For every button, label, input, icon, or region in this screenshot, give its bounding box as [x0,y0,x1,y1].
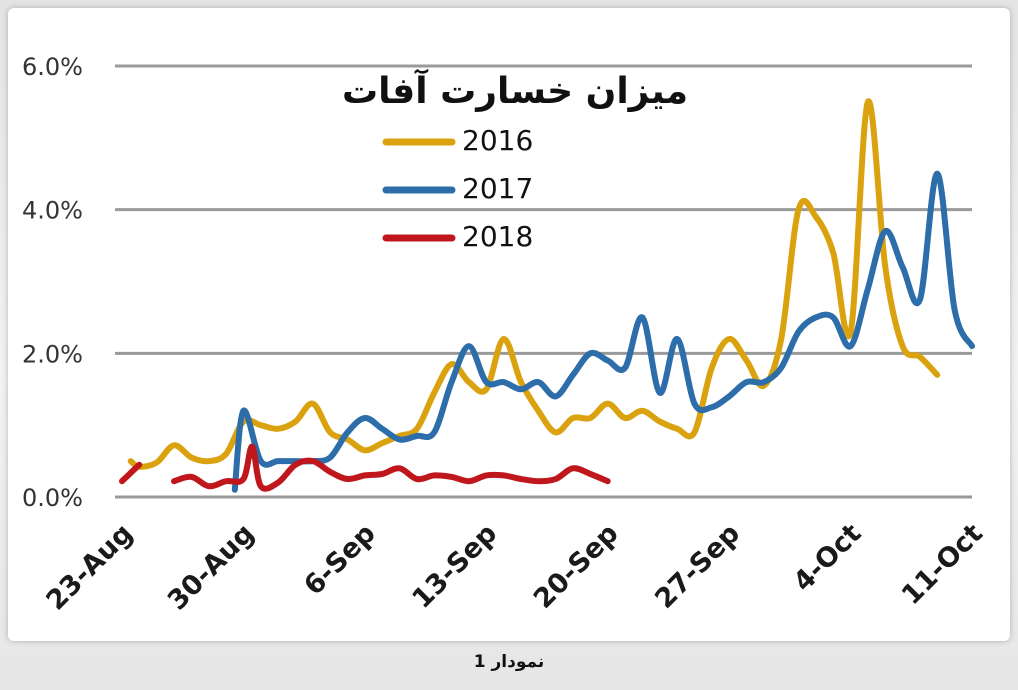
x-tick-label: 6-Sep [298,518,381,601]
legend-label-2017: 2017 [462,172,533,205]
series-line-2018 [119,461,143,485]
legend: 2016 2017 2018 [382,124,533,253]
x-tick-label: 27-Sep [649,518,746,615]
x-tick-label: 4-Oct [788,518,868,598]
series-line-2018 [171,443,611,492]
x-tick-label: 13-Sep [406,518,503,615]
legend-label-2016: 2016 [462,124,533,157]
y-axis-ticks: 0.0% 2.0% 4.0% 6.0% [22,53,83,512]
chart-title-group: میزان خسارت آفات [342,68,688,112]
figure-caption: نمودار 1 [473,652,545,672]
y-tick-label: 4.0% [22,197,83,225]
y-tick-label: 2.0% [22,340,83,368]
x-tick-label: 30-Aug [162,518,260,616]
series-line-2017 [231,170,975,493]
x-axis-ticks: 23-Aug 30-Aug 6-Sep 13-Sep 20-Sep 27-Sep 4-Oct… [40,518,989,617]
gridlines [115,64,972,499]
x-tick-label: 20-Sep [528,518,625,615]
x-tick-label: 23-Aug [40,518,138,616]
series-lines [119,98,975,493]
legend-label-2018: 2018 [462,220,533,253]
y-tick-label: 6.0% [22,53,83,81]
y-tick-label: 0.0% [22,484,83,512]
series-line-2016 [127,98,941,470]
x-tick-label: 11-Oct [896,518,989,611]
chart-title: میزان خسارت آفات [342,68,688,112]
